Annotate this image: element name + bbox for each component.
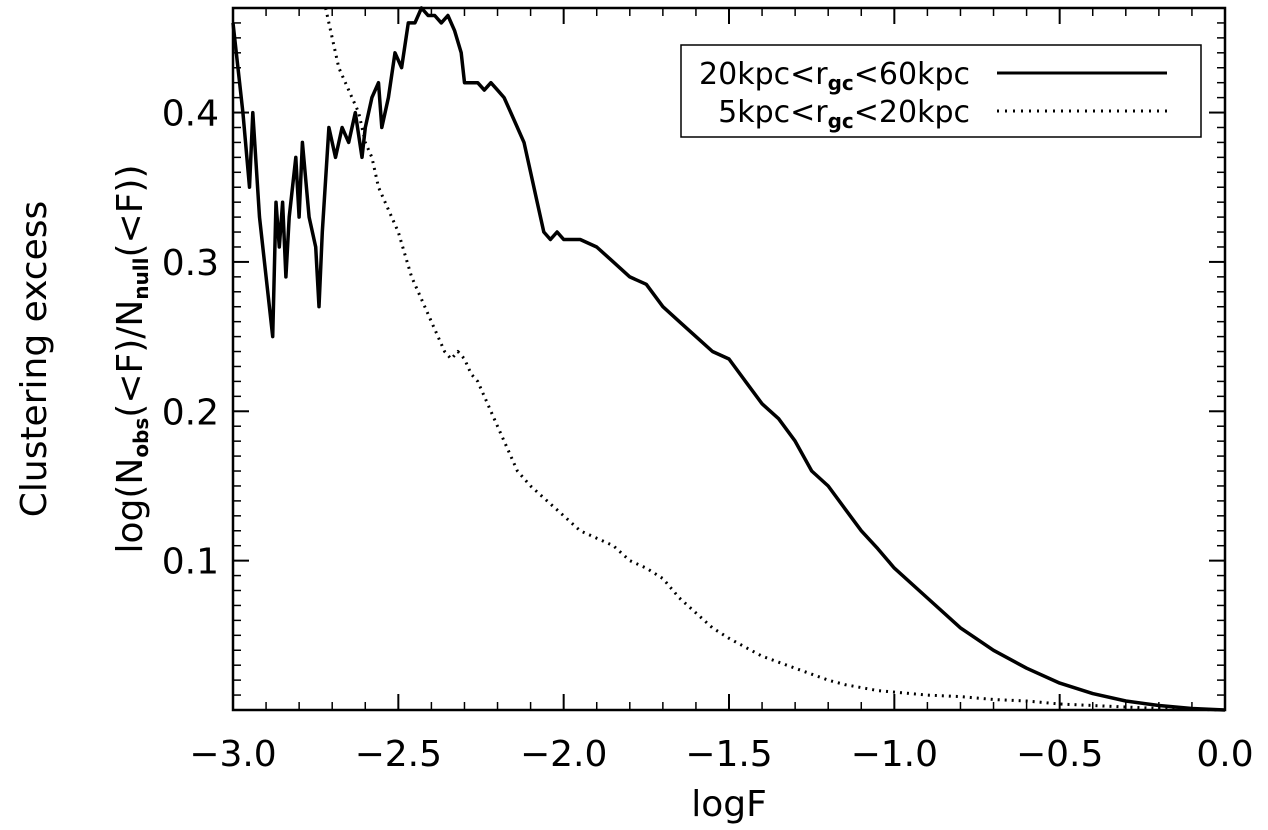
y-label-sub-1: obs [129, 418, 153, 458]
y-axis-title-inner: log(Nobs(<F)/Nnull(<F)) [110, 164, 153, 553]
y-label-part-1: log(N [110, 458, 151, 554]
series-layer [231, 6, 1226, 712]
x-tick-label: −1.5 [685, 734, 772, 775]
y-axis-title-outer: Clustering excess [14, 201, 55, 518]
legend-label-series-1: 20kpc<rgc<60kpc [699, 57, 970, 95]
series-line-2 [324, 7, 1226, 712]
y-tick-label: 0.3 [162, 243, 219, 284]
x-tick-label: −1.0 [851, 734, 938, 775]
y-tick-label: 0.2 [162, 392, 219, 433]
legend-label-series-2: 5kpc<rgc<20kpc [718, 95, 970, 133]
legend-box [680, 44, 1202, 138]
y-tick-label: 0.4 [162, 94, 219, 135]
x-tick-label: −0.5 [1016, 734, 1103, 775]
legend: 20kpc<rgc<60kpc 5kpc<rgc<20kpc [680, 44, 1202, 138]
plot-frame [231, 6, 1227, 712]
x-axis-title: logF [691, 784, 767, 825]
x-tick-label: −2.0 [520, 734, 607, 775]
y-tick-label: 0.1 [162, 542, 219, 583]
x-tick-label: −2.5 [355, 734, 442, 775]
x-tick-label: −3.0 [189, 734, 276, 775]
y-label-sub-2: null [129, 257, 153, 299]
y-label-part-2: (<F)/N [110, 300, 151, 418]
y-label-part-3: (<F)) [110, 164, 151, 257]
x-tick-label: 0.0 [1196, 734, 1253, 775]
series-line-1 [231, 6, 1226, 712]
tick-labels: −3.0 −2.5 −2.0 −1.5 −1.0 −0.5 0.0 0.1 0.2 0.3 0.4 [162, 94, 1254, 775]
